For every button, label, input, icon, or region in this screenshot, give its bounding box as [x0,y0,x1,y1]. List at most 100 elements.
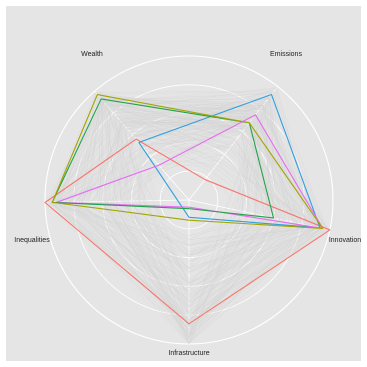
background-series-line [47,98,265,300]
series-lines [44,93,331,325]
background-series-line [94,120,249,338]
background-series-line [81,115,314,246]
background-series-line [121,95,271,336]
background-series-line [69,121,283,301]
background-series-line [76,128,296,309]
background-series-line [93,121,280,295]
background-series-line [79,138,308,312]
background-series-line [50,113,316,319]
background-series-line [103,102,298,316]
background-series-line [138,113,317,304]
series-line-4 [51,98,275,219]
background-series-line [124,127,287,336]
background-series-line [82,106,263,326]
background-series-line [100,98,268,338]
plot-panel [6,6,361,361]
background-series-line [58,95,277,342]
background-series-line [127,164,271,258]
background-series-line [100,98,256,240]
background-series-line [116,116,312,269]
background-series-line [115,115,319,287]
background-series-line [112,106,308,343]
background-series-line [106,101,302,326]
background-series-line [105,104,314,312]
background-series-line [47,102,238,325]
background-series-line [72,101,290,336]
background-series-line [105,108,328,307]
background-series-line [104,102,244,339]
background-series-line [59,126,281,292]
background-series-line [110,157,297,273]
background-series-line [123,159,318,328]
background-series-line [107,106,314,253]
background-series-line [100,109,284,307]
background-series-line [49,127,330,327]
background-series-line [101,106,281,333]
background-series-line [51,109,260,340]
background-series-line [101,107,280,338]
background-series-line [52,105,274,257]
background-series-line [106,126,247,256]
background-series-line [129,98,290,281]
background-series-line [105,103,259,307]
background-series-line [51,103,323,337]
background-series-line [97,125,322,240]
background-series-line [71,91,274,268]
background-series-line [107,121,280,334]
background-series-line [64,97,270,288]
series-line-1 [44,138,331,325]
background-series-line [69,88,317,331]
background-series-line [104,116,258,327]
background-series-line [52,96,329,314]
background-series-line [67,145,303,325]
background-series-line [99,101,306,295]
axis-label-innovation: Innovation [329,237,361,244]
background-series-line [49,92,274,308]
background-series-line [87,98,324,297]
background-series-line [124,116,270,283]
background-series-line [125,127,267,344]
background-series-line [56,109,330,320]
background-series-line [59,93,259,265]
axis-label-emissions: Emissions [270,51,302,58]
background-series-line [53,105,262,270]
background-series-line [76,98,299,284]
background-series-line [51,108,271,306]
background-series-line [66,95,321,334]
background-series-line [113,97,269,340]
background-series-line [98,96,285,340]
background-series-line [51,134,307,246]
background-series-line [56,140,321,343]
background-series-line [99,96,324,288]
background-series-line [67,104,294,261]
background-series-line [113,116,302,255]
axis-label-wealth: Wealth [81,51,103,58]
background-series-line [102,92,325,328]
background-series-line [50,97,270,321]
axis-label-infrastructure: Infrastructure [168,350,209,357]
background-series-line [119,108,276,236]
spoke-emissions [188,86,278,201]
background-series-line [84,100,284,243]
background-series-line [71,104,316,273]
background-series-line [101,99,302,339]
background-series-line [80,112,297,262]
background-series-line [49,119,270,323]
background-series-line [128,130,321,282]
background-series-line [65,111,311,256]
background-series-line [75,115,318,337]
background-series-line [137,98,308,344]
background-series-line [130,132,260,314]
background-series-line [141,132,307,298]
background-series-line [96,99,241,265]
axis-label-inequalities: Inequalities [14,237,50,244]
background-series-line [82,94,322,330]
background-series-line [48,97,293,291]
background-series-line [50,114,309,271]
background-series-line [55,133,312,324]
background-series-line [123,87,278,296]
series-line-3 [55,114,324,229]
background-series-line [123,108,275,273]
axis-labels: Emissions Innovation Infrastructure Ineq… [14,51,361,357]
